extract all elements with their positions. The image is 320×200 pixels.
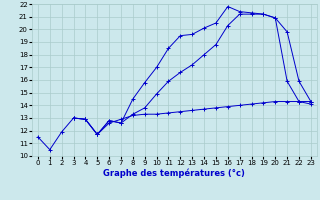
X-axis label: Graphe des températures (°c): Graphe des températures (°c) [103,169,245,178]
